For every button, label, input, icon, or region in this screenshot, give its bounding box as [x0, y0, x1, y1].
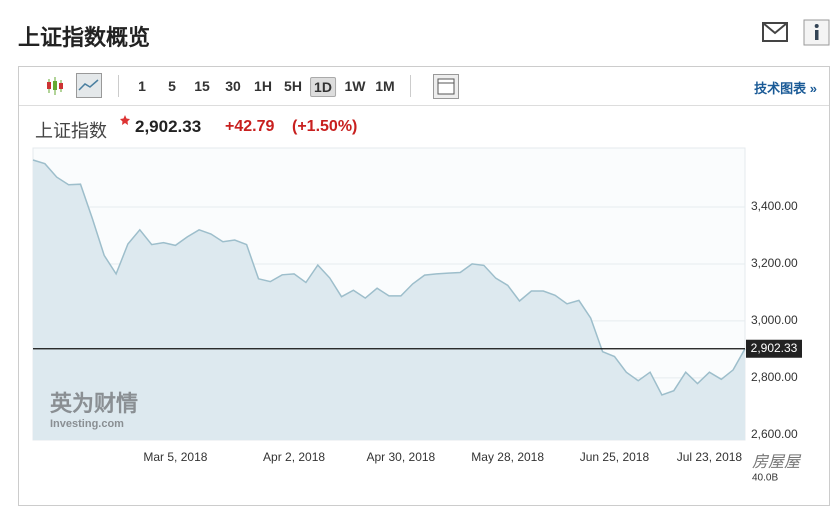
x-tick-label: Jul 23, 2018	[677, 450, 743, 464]
interval-button[interactable]: 30	[225, 78, 241, 94]
volume-label: 40.0B	[752, 473, 778, 484]
separator	[410, 75, 411, 97]
quote-marker	[120, 115, 130, 125]
interval-button[interactable]: 5H	[284, 78, 302, 94]
last-price-box	[746, 339, 802, 358]
y-tick-label: 3,000.00	[751, 313, 798, 327]
interval-button[interactable]: 1D	[310, 77, 336, 97]
interval-button[interactable]: 15	[194, 78, 210, 94]
x-tick-label: Apr 30, 2018	[367, 450, 436, 464]
interval-button[interactable]: 1W	[344, 78, 366, 94]
y-tick-label: 3,200.00	[751, 256, 798, 270]
watermark: 房屋屋	[752, 453, 802, 471]
interval-button[interactable]: 1	[138, 78, 146, 94]
last-price-label: 2,902.33	[751, 341, 798, 355]
quote-change: +42.79	[225, 118, 275, 135]
panel-icon[interactable]	[433, 74, 459, 99]
y-tick-label: 2,600.00	[751, 427, 798, 441]
separator	[118, 75, 119, 97]
interval-button[interactable]: 1H	[254, 78, 272, 94]
line	[32, 159, 746, 396]
area	[33, 160, 745, 440]
interval-button[interactable]: 5	[168, 78, 176, 94]
tech-chart-link[interactable]: 技术图表 »	[754, 81, 817, 96]
quote-change-pct: (+1.50%)	[292, 118, 358, 135]
x-tick-label: Jun 25, 2018	[580, 450, 650, 464]
y-tick-label: 2,800.00	[751, 370, 798, 384]
x-tick-label: May 28, 2018	[471, 450, 544, 464]
mail-icon[interactable]	[762, 22, 788, 42]
info-icon[interactable]	[803, 19, 830, 46]
candle-icon[interactable]	[45, 76, 65, 96]
line-icon[interactable]	[76, 73, 102, 98]
x-tick-label: Apr 2, 2018	[263, 450, 325, 464]
quote-name: 上证指数	[35, 121, 107, 141]
interval-button[interactable]: 1M	[375, 78, 395, 94]
y-tick-label: 3,400.00	[751, 199, 798, 213]
toolbar: 技术图表 » 1 5 15 30 1H 5H 1D 1W 1M	[19, 67, 829, 106]
watermark: Investing.com	[50, 418, 124, 430]
watermark: 英为财情	[50, 391, 138, 416]
x-tick-label: Mar 5, 2018	[143, 450, 207, 464]
quote-price: 2,902.33	[135, 117, 202, 136]
page-title: 上证指数概览	[18, 25, 151, 50]
